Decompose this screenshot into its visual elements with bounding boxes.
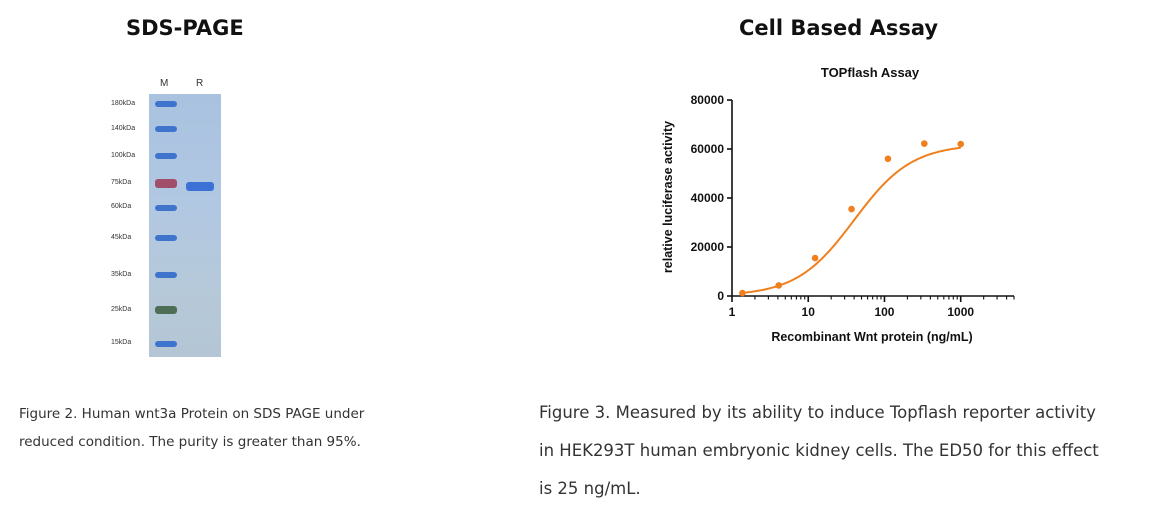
data-point [848,205,855,213]
marker-band-35kda [155,272,177,278]
gel-caption-line-1: Figure 2. Human wnt3a Protein on SDS PAG… [19,406,365,422]
assay-caption-line-3: is 25 ng/mL. [539,479,641,498]
marker-label-75kda: 75kDa [111,179,132,186]
data-point [957,140,965,148]
y-tick-label: 20000 [691,240,725,254]
y-tick-label: 60000 [691,142,725,156]
marker-label-100kda: 100kDa [111,152,136,159]
marker-band-100kda [155,153,177,159]
gel-image [149,94,221,357]
topflash-chart: TOPflash Assay relative luciferase activ… [661,65,1015,344]
x-tick-label: 1000 [947,305,974,319]
data-point [775,282,783,289]
marker-label-60kda: 60kDa [111,203,132,210]
y-tick-label: 40000 [691,191,725,205]
data-point [921,140,928,147]
y-tick-label: 0 [717,289,724,303]
assay-caption-line-2: in HEK293T human embryonic kidney cells.… [539,441,1099,460]
gel-caption-line-2: reduced condition. The purity is greater… [19,434,361,450]
x-tick-label: 10 [802,305,816,319]
assay-caption-line-1: Figure 3. Measured by its ability to ind… [539,403,1096,422]
lane-marker-label: M [160,78,169,89]
chart-y-axis-label: relative luciferase activity [661,121,675,273]
marker-band-140kda [155,126,177,132]
chart-title: TOPflash Assay [821,65,920,80]
marker-band-15kda [155,341,177,347]
gel-figure-caption: Figure 2. Human wnt3a Protein on SDS PAG… [19,400,439,456]
y-tick-label: 80000 [691,93,725,107]
assay-figure-caption: Figure 3. Measured by its ability to ind… [539,394,1149,508]
lane-sample-label: R [196,78,204,89]
marker-band-25kda [155,306,177,314]
x-tick-label: 100 [874,305,894,319]
chart-x-axis-label: Recombinant Wnt protein (ng/mL) [771,330,972,344]
data-point [811,254,819,262]
marker-label-35kda: 35kDa [111,271,132,278]
sds-page-heading: SDS-PAGE [126,16,244,40]
cell-assay-heading: Cell Based Assay [739,16,939,40]
data-point [739,289,746,297]
marker-label-45kda: 45kDa [111,234,132,241]
data-point [884,155,892,163]
marker-label-25kda: 25kDa [111,306,132,313]
marker-band-180kda [155,101,177,107]
marker-label-140kda: 140kDa [111,125,136,132]
marker-label-180kda: 180kDa [111,100,136,107]
x-tick-label: 1 [729,305,736,319]
fit-curve-line [742,146,961,294]
marker-band-45kda [155,235,177,241]
sample-band-wnt3a [186,182,214,191]
marker-label-15kda: 15kDa [111,339,132,346]
marker-band-75kda [155,179,177,188]
marker-band-60kda [155,205,177,211]
